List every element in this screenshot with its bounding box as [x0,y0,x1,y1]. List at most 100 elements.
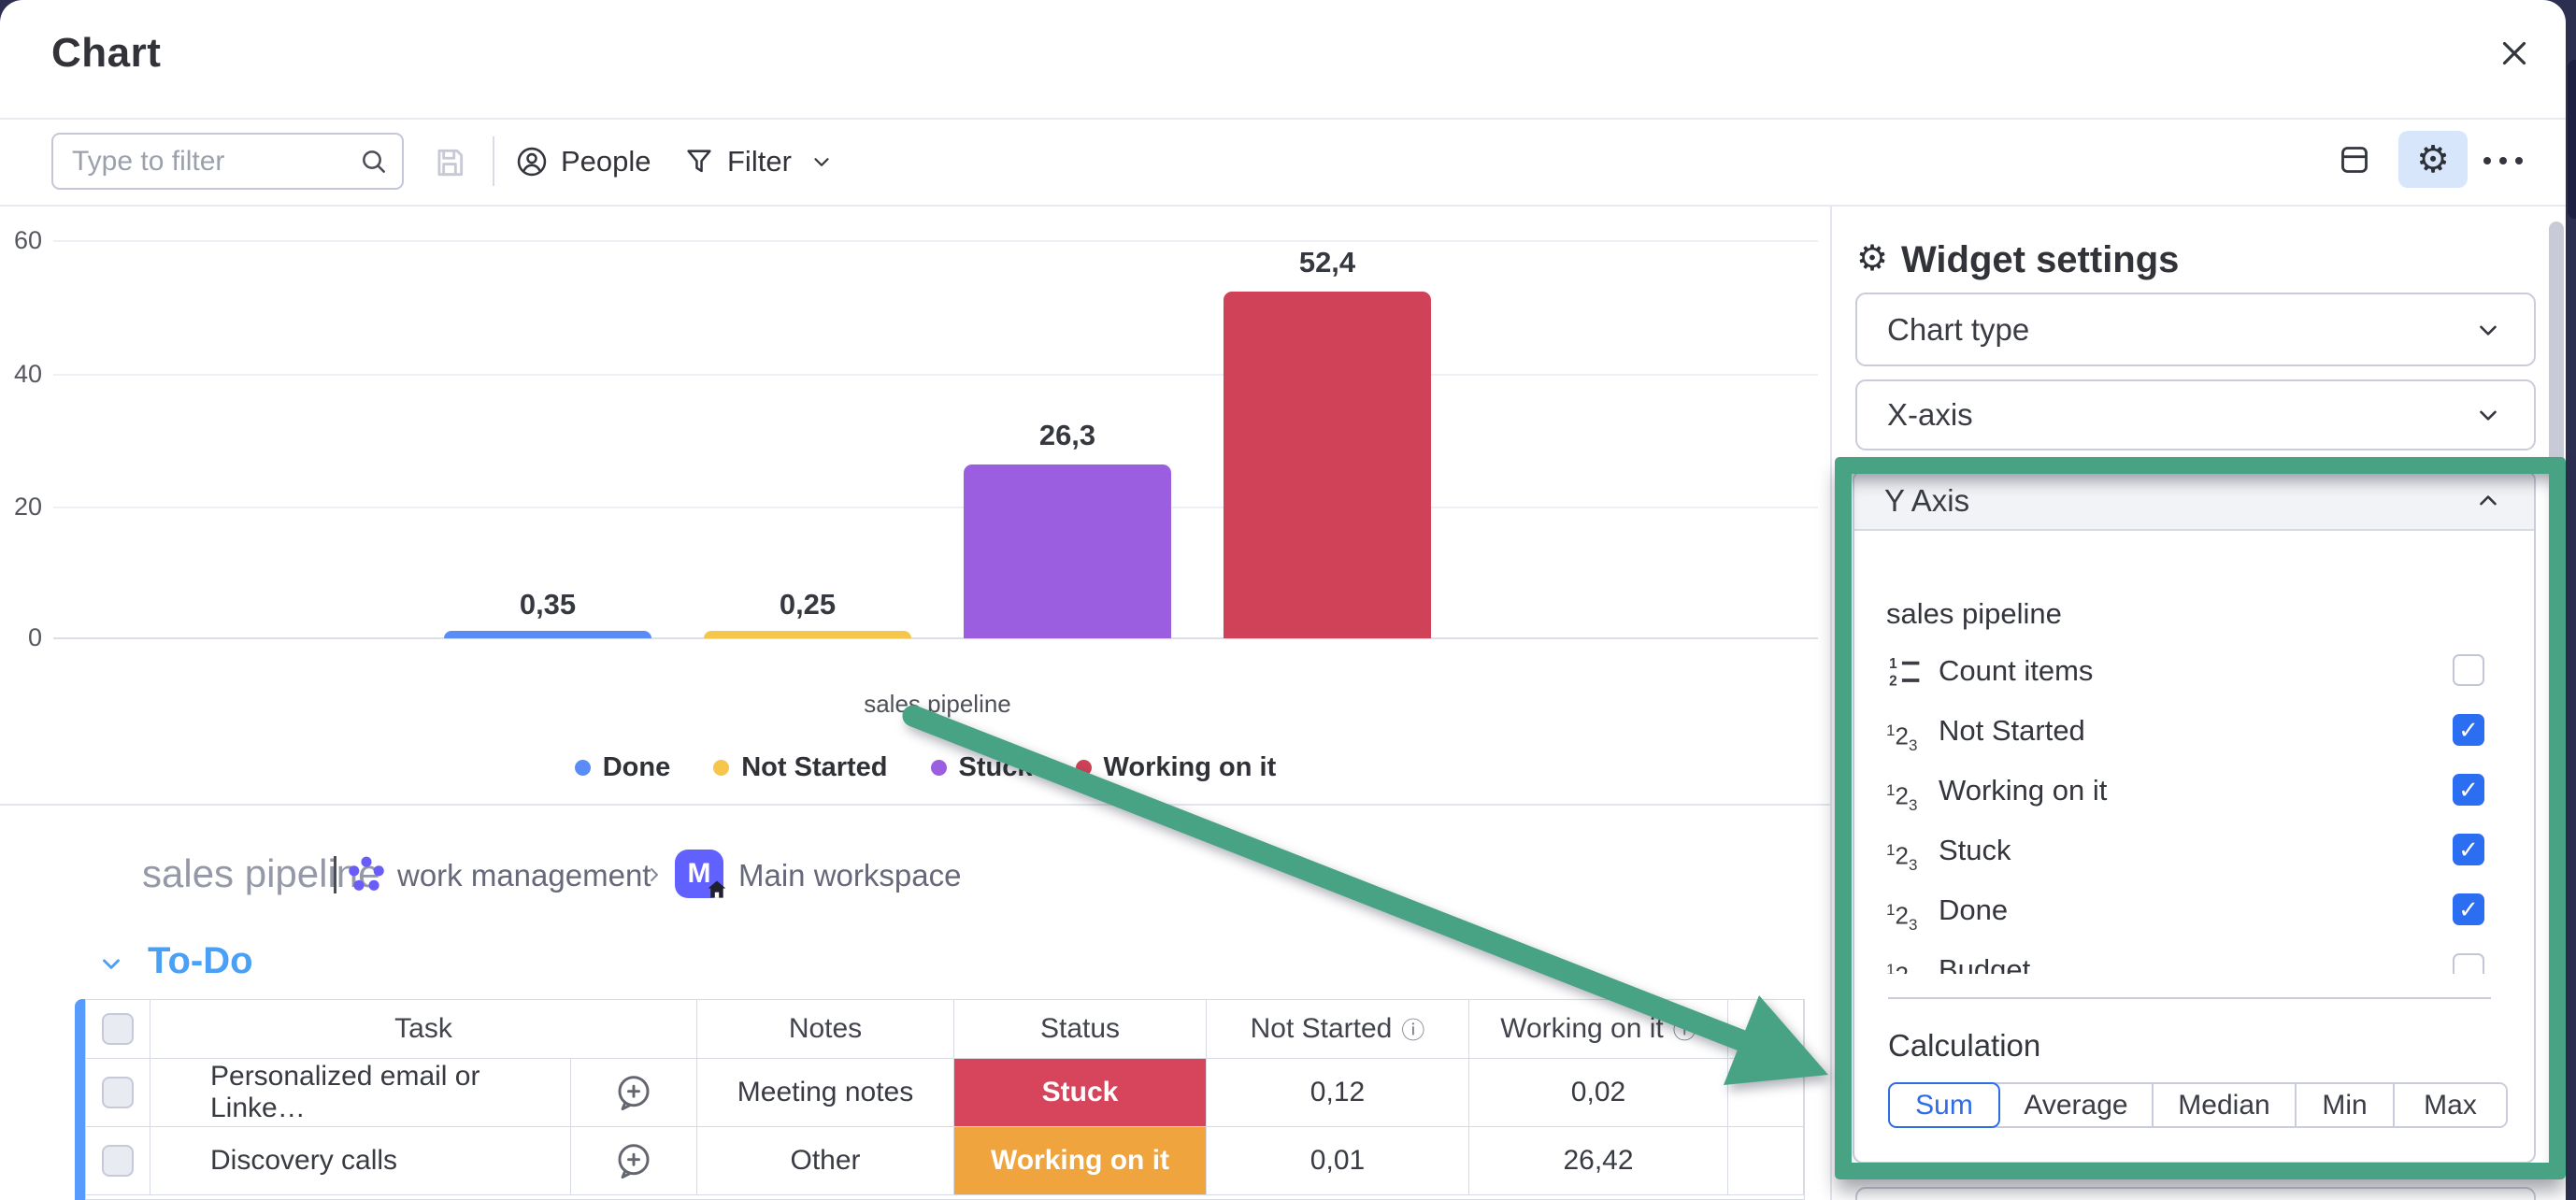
empty-cell [1728,1127,1804,1195]
legend-item-working-on-it[interactable]: Working on it [1075,752,1276,783]
list-item-not-started[interactable]: 123 Not Started [1854,705,2534,757]
legend-item-stuck[interactable]: Stuck [930,752,1033,783]
checkbox[interactable] [2453,654,2484,686]
split-view-icon [2336,141,2373,179]
x-axis-label: X-axis [1887,397,1973,432]
add-update-cell[interactable] [571,1127,697,1195]
y-axis-header[interactable]: Y Axis [1854,472,2534,531]
x-axis-line [53,637,1818,639]
notes-cell[interactable]: Meeting notes [697,1059,954,1127]
chevron-down-icon [97,950,125,978]
next-settings-section[interactable] [1855,1187,2536,1200]
task-cell[interactable]: Personalized email or Linke… [150,1059,571,1127]
calc-option-average[interactable]: Average [2000,1084,2154,1126]
y-axis-source-label: sales pipeline [1886,597,2062,630]
checkbox[interactable] [2453,834,2484,865]
more-options-button[interactable] [2479,140,2527,181]
bar-done[interactable] [444,631,651,638]
checkbox[interactable] [2453,774,2484,806]
table-header-row: Task Notes Status Not Started ⓘ Working o… [86,1000,1804,1059]
group-collapse-button[interactable] [97,950,125,978]
column-header-not-started[interactable]: Not Started ⓘ [1207,1000,1469,1059]
row-checkbox-cell[interactable] [86,1127,150,1195]
checkbox[interactable] [2453,953,2484,974]
x-axis-dropdown[interactable]: X-axis [1855,379,2536,450]
gridline [53,374,1818,376]
calc-option-median[interactable]: Median [2154,1084,2297,1126]
checkbox[interactable] [102,1077,134,1108]
filter-button[interactable]: Filter [683,136,834,186]
legend-item-not-started[interactable]: Not Started [713,752,888,783]
main-panel-divider [1830,207,1832,1200]
bar-working-on-it[interactable] [1224,292,1431,638]
bar-value-label: 52,4 [1298,246,1356,279]
widget-settings-toggle-button[interactable]: ⚙ [2398,131,2468,188]
numbers-icon: 123 [1886,901,1918,934]
section-divider [1888,997,2491,999]
column-header-notes[interactable]: Notes [697,1000,954,1059]
info-icon[interactable]: ⓘ [1401,1018,1425,1044]
list-item-label: Count items [1939,654,2094,687]
bar-stuck[interactable] [964,464,1171,638]
list-item-working-on-it[interactable]: 123 Working on it [1854,764,2534,817]
row-checkbox-cell[interactable] [86,1059,150,1127]
working-on-it-cell[interactable]: 0,02 [1469,1059,1728,1127]
legend-item-done[interactable]: Done [574,751,671,783]
calc-option-max[interactable]: Max [2395,1084,2506,1126]
chart-type-dropdown[interactable]: Chart type [1855,293,2536,366]
info-icon[interactable]: ⓘ [1672,1018,1696,1044]
calc-option-sum[interactable]: Sum [1888,1082,2000,1128]
checkbox[interactable] [102,1013,134,1045]
group-color-bar [75,999,85,1200]
column-header-working-on-it[interactable]: Working on it ⓘ [1469,1000,1728,1059]
list-item-stuck[interactable]: 123 Stuck [1854,824,2534,877]
chevron-down-icon [2474,401,2502,429]
add-update-cell[interactable] [571,1059,697,1127]
person-icon [515,145,549,179]
column-header-status[interactable]: Status [954,1000,1207,1059]
table-row: Personalized email or Linke… Meeting not… [86,1059,1804,1127]
checkbox[interactable] [102,1145,134,1177]
not-started-cell[interactable]: 0,01 [1207,1127,1469,1195]
working-on-it-cell[interactable]: 26,42 [1469,1127,1728,1195]
breadcrumb-workspace[interactable]: Main workspace [738,858,962,893]
x-axis-label: sales pipeline [864,690,1011,718]
column-header-task[interactable]: Task [150,1000,697,1059]
notes-cell[interactable]: Other [697,1127,954,1195]
group-title[interactable]: To-Do [148,940,253,981]
checkbox[interactable] [2453,893,2484,925]
breadcrumb-app[interactable]: work management [397,858,651,893]
save-button[interactable] [429,142,470,183]
search-icon[interactable] [359,147,389,177]
checkbox[interactable] [2453,714,2484,746]
task-cell[interactable]: Discovery calls [150,1127,571,1195]
panel-scrollbar[interactable] [2549,221,2564,745]
search-input[interactable] [53,135,402,188]
funnel-icon [683,146,715,178]
bar-value-label: 0,25 [779,588,837,621]
split-view-button[interactable] [2333,138,2376,181]
board-title[interactable]: sales pipeline [142,851,380,895]
calc-option-min[interactable]: Min [2297,1084,2395,1126]
empty-cell [1728,1059,1804,1127]
bar-value-label: 0,35 [519,588,577,621]
y-tick-60: 60 [13,226,42,254]
bar-value-label: 26,3 [1038,419,1096,451]
header-divider [0,118,2566,120]
chevron-up-icon [2474,487,2502,515]
not-started-cell[interactable]: 0,12 [1207,1059,1469,1127]
workspace-avatar[interactable]: M [675,850,726,898]
legend-label: Done [602,751,671,782]
close-button[interactable] [2492,31,2537,76]
status-cell[interactable]: Stuck [954,1059,1207,1127]
bar-not-started[interactable] [704,631,911,638]
list-item-done[interactable]: 123 Done [1854,884,2534,936]
list-item-budget[interactable]: 123 Budget [1854,944,2534,974]
select-all-checkbox-cell[interactable] [86,1000,150,1059]
list-item-label: Stuck [1939,834,2011,866]
people-button[interactable]: People [515,136,651,186]
status-cell[interactable]: Working on it [954,1127,1207,1195]
